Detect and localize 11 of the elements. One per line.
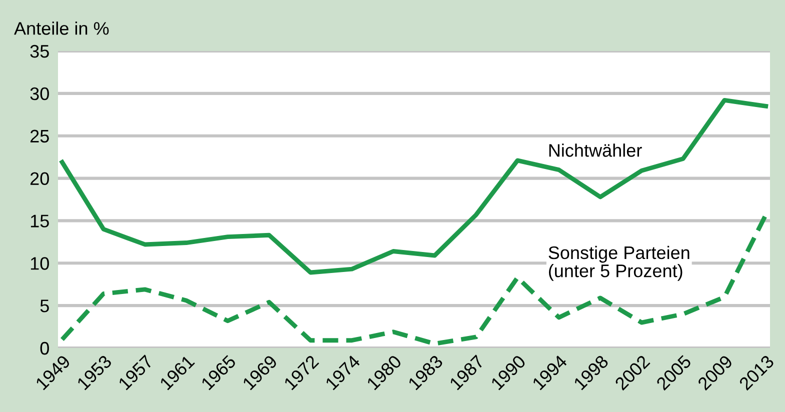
y-tick-label: 35 [30,44,49,58]
annotation: Nichtwähler [549,144,642,157]
y-tick-label: 5 [40,300,49,312]
y-tick-label: 10 [30,257,49,270]
y-axis-title: Anteile in % [14,22,109,35]
y-tick-label: 25 [30,130,49,143]
y-tick-label: 0 [40,342,49,355]
y-tick-label: 20 [30,172,49,186]
y-tick-label: 15 [30,214,49,228]
annotation: Sonstige Parteien (unter 5 Prozent) [548,246,690,281]
y-tick-label: 30 [30,87,49,100]
